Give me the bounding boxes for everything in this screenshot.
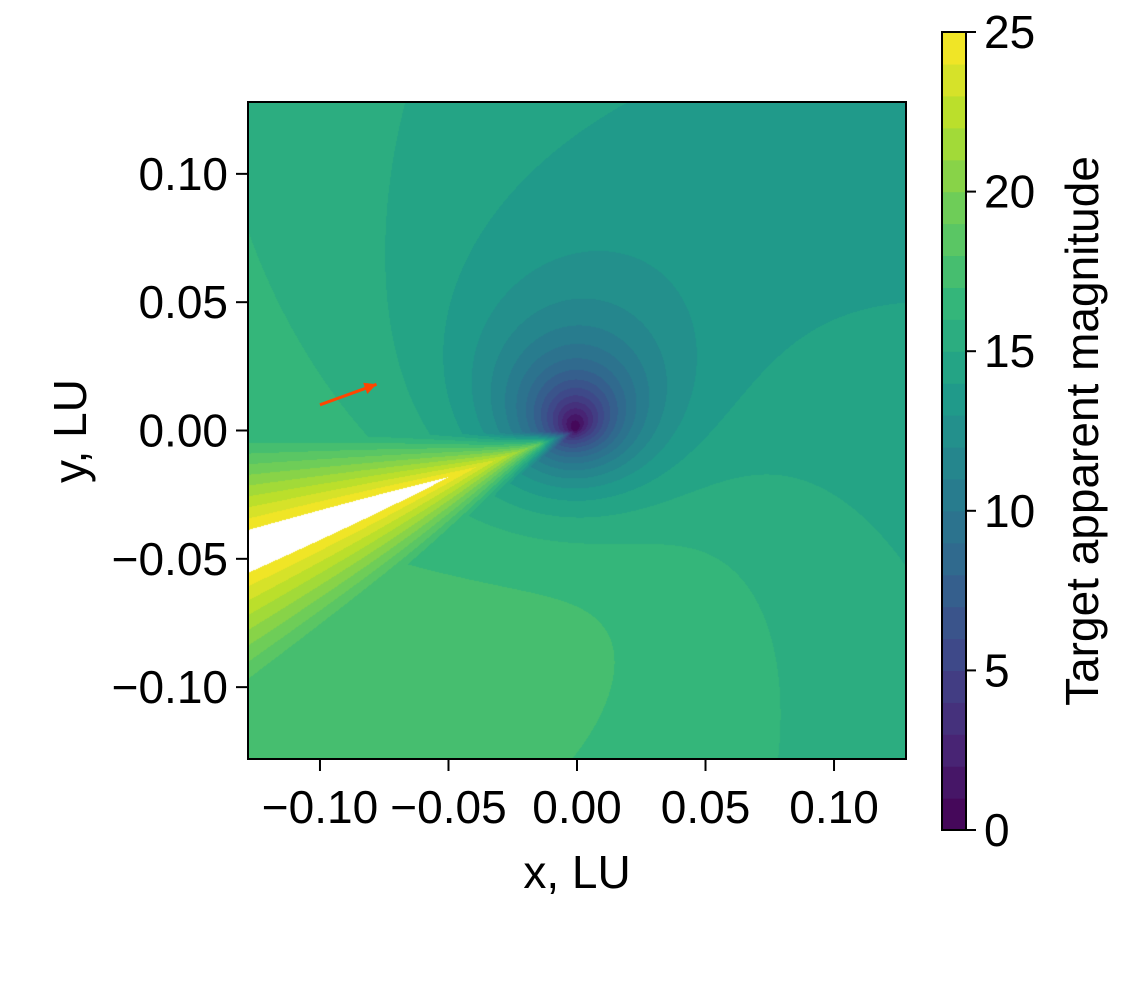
colorbar-band xyxy=(942,766,966,799)
colorbar-band xyxy=(942,351,966,384)
colorbar: 0 5 10 15 20 25 Target apparent magnitude xyxy=(941,6,1108,856)
annotation-layer xyxy=(319,382,378,407)
colorbar-band xyxy=(942,510,966,544)
colorbar-band xyxy=(942,383,966,416)
annotation-arrow-head xyxy=(363,382,377,395)
colorbar-band xyxy=(942,63,966,97)
colorbar-band xyxy=(942,415,966,448)
colorbar-tick-label: 5 xyxy=(984,644,1010,696)
colorbar-band xyxy=(942,702,966,735)
x-tick-label: 0.10 xyxy=(789,781,879,833)
colorbar-band xyxy=(942,191,966,225)
colorbar-band xyxy=(942,95,966,129)
colorbar-tick-label: 25 xyxy=(984,6,1035,58)
y-axis: 0.10 0.05 0.00 −0.05 −0.10 xyxy=(112,148,248,713)
colorbar-band xyxy=(942,798,966,831)
y-tick-label: −0.05 xyxy=(112,533,228,585)
y-tick-label: 0.05 xyxy=(138,276,228,328)
x-axis: −0.10 −0.05 0.00 0.05 0.10 xyxy=(262,759,879,833)
colorbar-tick-label: 10 xyxy=(984,485,1035,537)
colorbar-band xyxy=(942,542,966,576)
colorbar-label: Target apparent magnitude xyxy=(1056,156,1108,706)
colorbar-band xyxy=(942,574,966,608)
colorbar-band xyxy=(942,670,966,703)
x-tick-label: −0.05 xyxy=(390,781,506,833)
colorbar-band xyxy=(942,734,966,767)
colorbar-tick-label: 0 xyxy=(984,804,1010,856)
colorbar-frame xyxy=(941,31,967,831)
colorbar-band xyxy=(942,159,966,193)
y-tick-label: −0.10 xyxy=(112,661,228,713)
colorbar-tick-label: 15 xyxy=(984,325,1035,377)
contour-field xyxy=(248,102,906,759)
colorbar-band xyxy=(942,32,966,65)
colorbar-tick-label: 20 xyxy=(984,166,1035,218)
y-tick-label: 0.00 xyxy=(138,405,228,457)
colorbar-band xyxy=(942,606,966,640)
colorbar-band xyxy=(942,127,966,161)
y-axis-label: y, LU xyxy=(44,379,96,483)
colorbar-band xyxy=(942,287,966,320)
y-tick-label: 0.10 xyxy=(138,148,228,200)
colorbar-band xyxy=(942,255,966,288)
x-tick-label: 0.05 xyxy=(661,781,751,833)
colorbar-bands xyxy=(942,32,966,831)
colorbar-band xyxy=(942,446,966,480)
plot-area xyxy=(247,101,907,760)
colorbar-band xyxy=(942,223,966,257)
colorbar-ticks: 0 5 10 15 20 25 xyxy=(966,6,1035,856)
x-tick-label: −0.10 xyxy=(262,781,378,833)
colorbar-band xyxy=(942,478,966,512)
colorbar-band xyxy=(942,319,966,352)
colorbar-band xyxy=(942,638,966,671)
x-tick-label: 0.00 xyxy=(532,781,622,833)
x-axis-label: x, LU xyxy=(523,846,630,898)
